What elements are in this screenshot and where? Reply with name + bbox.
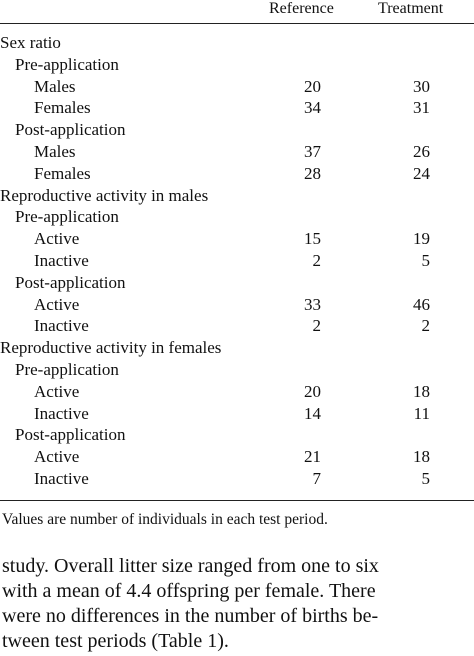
period-label: Post-application — [15, 120, 126, 140]
paragraph-line: with a mean of 4.4 offspring per female.… — [2, 580, 376, 602]
table-row: Post-application — [0, 272, 474, 294]
period-label: Pre-application — [15, 54, 119, 74]
table-row: Inactive 14 11 — [0, 403, 474, 425]
reference-value: 14 — [304, 403, 321, 423]
table-row: Pre-application — [0, 54, 474, 76]
table-body: Sex ratio Pre-application Males 20 30 Females… — [0, 32, 474, 490]
table-row: Inactive 2 2 — [0, 315, 474, 337]
treatment-value: 19 — [413, 229, 430, 249]
category-label: Inactive — [34, 403, 89, 423]
reference-value: 2 — [312, 316, 322, 336]
period-label: Post-application — [15, 425, 126, 445]
category-label: Active — [34, 294, 80, 314]
treatment-value: 31 — [413, 98, 430, 118]
period-label: Post-application — [15, 272, 126, 292]
category-label: Active — [34, 381, 80, 401]
treatment-value: 18 — [413, 447, 430, 467]
table-row: Males 37 26 — [0, 141, 474, 163]
period-label: Pre-application — [15, 207, 119, 227]
treatment-value: 46 — [413, 294, 430, 314]
table-row: Active 33 46 — [0, 294, 474, 316]
category-label: Males — [34, 141, 76, 161]
treatment-value: 5 — [421, 250, 431, 270]
reference-value: 28 — [304, 163, 321, 183]
paragraph-line: study. Overall litter size ranged from o… — [2, 555, 379, 577]
category-label: Active — [34, 447, 80, 467]
table-row: Sex ratio — [0, 32, 474, 54]
reference-value: 37 — [304, 141, 321, 161]
table-row: Reproductive activity in males — [0, 185, 474, 207]
category-label: Inactive — [34, 316, 89, 336]
body-paragraph: study. Overall litter size ranged from o… — [2, 554, 474, 654]
table-row: Females 34 31 — [0, 97, 474, 119]
table-row: Active 15 19 — [0, 228, 474, 250]
treatment-value: 30 — [413, 76, 430, 96]
treatment-value: 26 — [413, 141, 430, 161]
category-label: Females — [34, 98, 91, 118]
treatment-value: 5 — [421, 468, 431, 488]
table-row: Inactive 7 5 — [0, 468, 474, 490]
section-label: Sex ratio — [0, 33, 61, 52]
table-top-rule — [0, 23, 474, 24]
paragraph-line: were no differences in the number of bir… — [2, 605, 379, 627]
table-row: Reproductive activity in females — [0, 337, 474, 359]
category-label: Males — [34, 76, 76, 96]
table-row: Pre-application — [0, 206, 474, 228]
reference-value: 33 — [304, 294, 321, 314]
table-row: Females 28 24 — [0, 163, 474, 185]
table-footnote: Values are number of individuals in each… — [2, 511, 328, 528]
table-row: Post-application — [0, 119, 474, 141]
category-label: Inactive — [34, 468, 89, 488]
reference-value: 20 — [304, 381, 321, 401]
paragraph-line: tween test periods (Table 1). — [2, 630, 229, 652]
category-label: Inactive — [34, 250, 89, 270]
table-row: Post-application — [0, 424, 474, 446]
section-label: Reproductive activity in females — [0, 338, 222, 358]
table-bottom-rule — [0, 500, 474, 501]
column-header-treatment: Treatment — [378, 0, 444, 17]
column-header-reference: Reference — [269, 0, 334, 17]
reference-value: 2 — [312, 250, 322, 270]
section-label: Reproductive activity in males — [0, 185, 209, 205]
treatment-value: 18 — [413, 381, 430, 401]
category-label: Females — [34, 163, 91, 183]
table-row: Active 20 18 — [0, 381, 474, 403]
treatment-value: 24 — [413, 163, 430, 183]
period-label: Pre-application — [15, 359, 119, 379]
category-label: Active — [34, 229, 80, 249]
treatment-value: 2 — [421, 316, 431, 336]
table-row: Pre-application — [0, 359, 474, 381]
table-row: Active 21 18 — [0, 446, 474, 468]
treatment-value: 11 — [413, 403, 430, 423]
table-row: Males 20 30 — [0, 76, 474, 98]
reference-value: 34 — [304, 98, 321, 118]
table-row: Inactive 2 5 — [0, 250, 474, 272]
reference-value: 21 — [304, 447, 321, 467]
reference-value: 20 — [304, 76, 321, 96]
reference-value: 7 — [312, 468, 322, 488]
reference-value: 15 — [304, 229, 321, 249]
